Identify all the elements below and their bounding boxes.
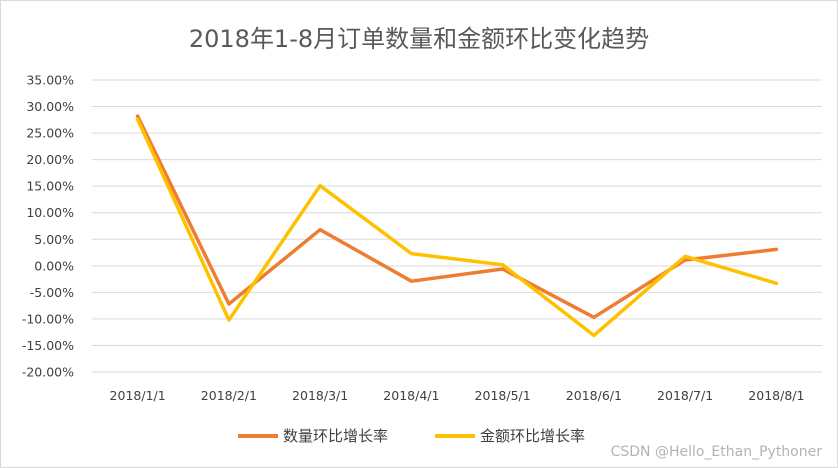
y-tick-label: 15.00% (26, 179, 74, 194)
y-tick-label: -5.00% (30, 285, 74, 300)
legend-label-1: 数量环比增长率 (283, 427, 388, 445)
x-tick-label: 2018/8/1 (748, 388, 804, 403)
series-line-1 (135, 114, 779, 320)
y-tick-label: 25.00% (26, 126, 74, 141)
y-tick-label: -10.00% (22, 311, 74, 326)
x-tick-label: 2018/6/1 (566, 388, 622, 403)
x-tick-label: 2018/7/1 (657, 388, 713, 403)
y-tick-label: 35.00% (26, 73, 74, 88)
x-tick-label: 2018/3/1 (292, 388, 348, 403)
x-tick-label: 2018/2/1 (201, 388, 257, 403)
y-tick-label: 5.00% (34, 232, 74, 247)
x-tick-label: 2018/1/1 (110, 388, 166, 403)
y-axis-ticks: 35.00% 30.00% 25.00% 20.00% 15.00% 10.00% 5.00… (22, 73, 74, 380)
y-tick-label: -20.00% (22, 365, 74, 380)
legend-label-2: 金额环比增长率 (480, 427, 585, 445)
watermark-text: CSDN @Hello_Ethan_Pythoner (611, 444, 823, 460)
x-axis-ticks: 2018/1/1 2018/2/1 2018/3/1 2018/4/1 2018/5/1… (110, 388, 805, 403)
chart-title: 2018年1-8月订单数量和金额环比变化趋势 (189, 25, 649, 53)
gridlines (92, 79, 822, 373)
x-tick-label: 2018/5/1 (475, 388, 531, 403)
x-tick-label: 2018/4/1 (383, 388, 439, 403)
y-tick-label: -15.00% (22, 338, 74, 353)
y-tick-label: 0.00% (34, 258, 74, 273)
series-line-2 (135, 117, 779, 338)
y-tick-label: 30.00% (26, 99, 74, 114)
legend: 数量环比增长率 金额环比增长率 (238, 427, 585, 445)
y-tick-label: 10.00% (26, 205, 74, 220)
y-tick-label: 20.00% (26, 152, 74, 167)
series-lines (135, 114, 779, 338)
